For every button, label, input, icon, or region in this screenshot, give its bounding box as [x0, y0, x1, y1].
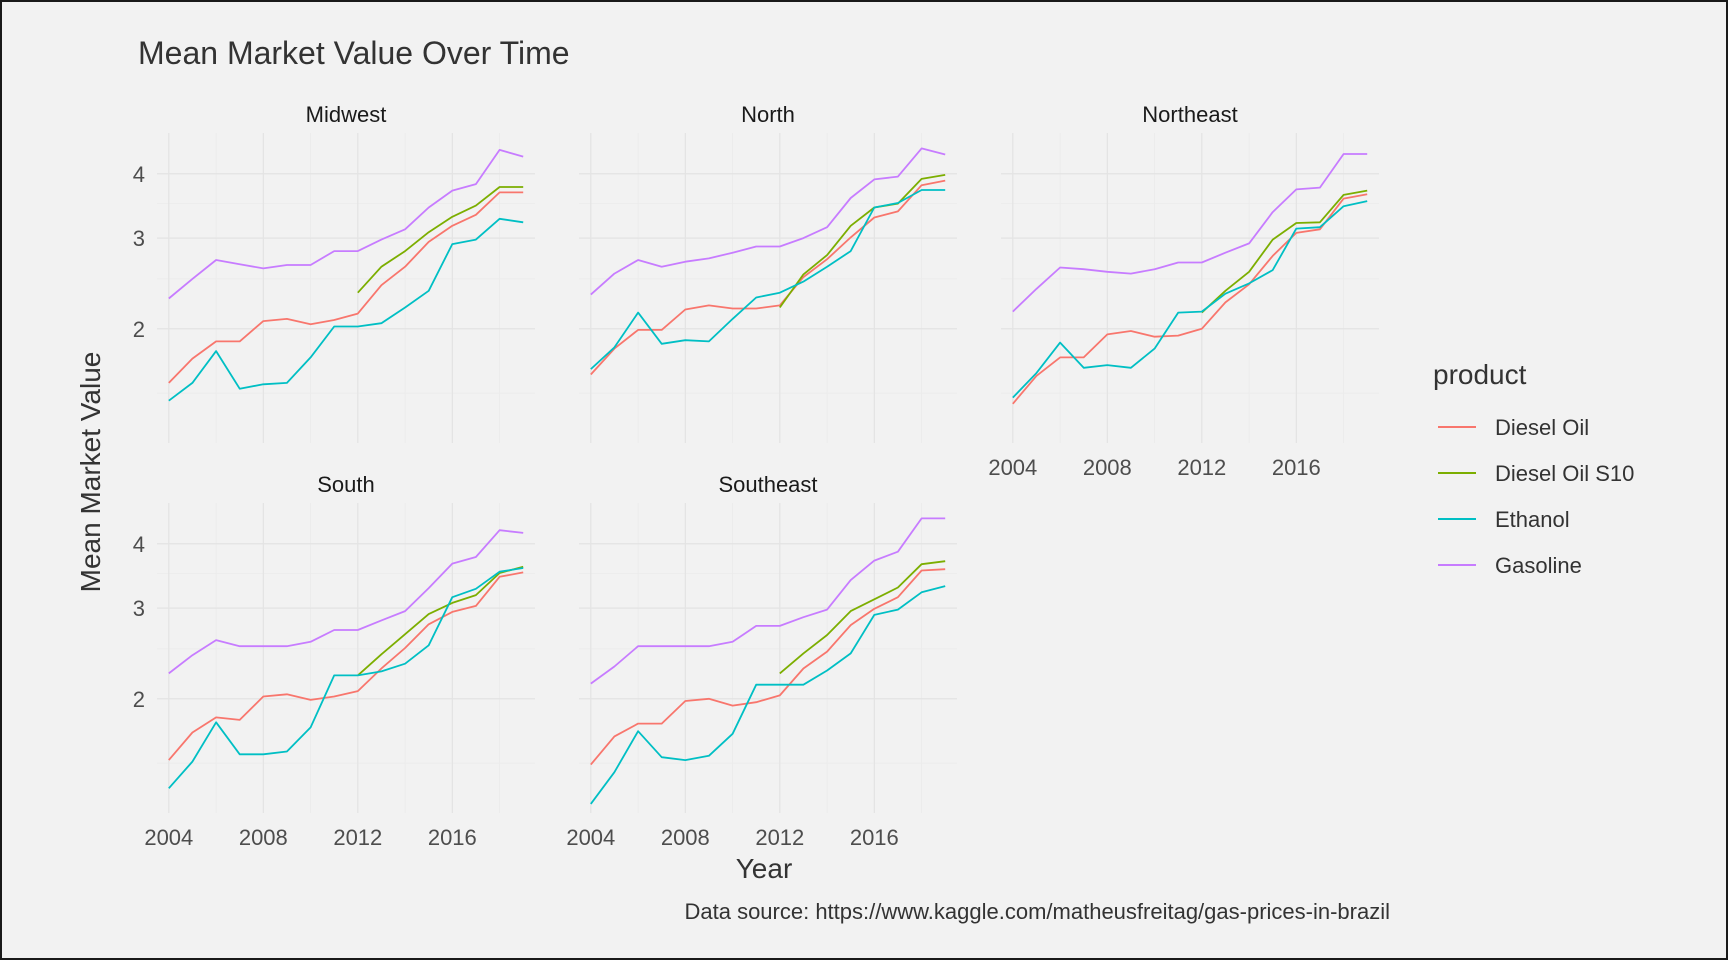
series-line-diesel-oil-north — [590, 179, 946, 376]
legend-label-ethanol: Ethanol — [1495, 507, 1570, 532]
series-line-ethanol-southeast — [590, 585, 946, 805]
series-line-diesel-oil-s10-south — [357, 565, 524, 677]
series-line-ethanol-northeast — [1012, 200, 1368, 399]
legend-item-diesel-oil-s10: Diesel Oil S10 — [1438, 461, 1634, 486]
panel-midwest: Midwest 2 3 4 — [133, 102, 535, 443]
series-line-ethanol-north — [590, 189, 946, 370]
data-source-caption: Data source: https://www.kaggle.com/math… — [684, 899, 1390, 924]
panel-northeast: Northeast 2004 2008 2012 2016 — [988, 102, 1379, 480]
facet-label-midwest: Midwest — [306, 102, 387, 127]
facet-label-southeast: Southeast — [718, 472, 817, 497]
series-line-diesel-oil-northeast — [1012, 193, 1368, 405]
series-line-diesel-oil-southeast — [590, 568, 946, 766]
y-tick-label: 4 — [133, 532, 145, 557]
series-line-diesel-oil-s10-northeast — [1201, 189, 1368, 314]
series-line-gasoline-south — [168, 529, 524, 675]
x-axis-title: Year — [736, 853, 793, 884]
facet-label-north: North — [741, 102, 795, 127]
y-tick-label: 3 — [133, 596, 145, 621]
legend-label-diesel-oil: Diesel Oil — [1495, 415, 1589, 440]
legend-title: product — [1433, 359, 1527, 390]
y-tick-label: 2 — [133, 317, 145, 342]
panel-south: South 2 3 4 2004 2008 2012 2016 — [133, 472, 535, 850]
series-line-ethanol-midwest — [168, 217, 524, 402]
x-tick-label: 2004 — [144, 825, 193, 850]
legend-item-gasoline: Gasoline — [1438, 553, 1582, 578]
x-tick-label: 2016 — [428, 825, 477, 850]
y-tick-label: 2 — [133, 687, 145, 712]
x-tick-label: 2008 — [1083, 455, 1132, 480]
x-tick-label: 2016 — [850, 825, 899, 850]
legend: product Diesel Oil Diesel Oil S10 Ethanol G… — [1433, 359, 1634, 578]
series-line-diesel-oil-s10-north — [779, 174, 946, 309]
y-tick-label: 4 — [133, 162, 145, 187]
y-axis-title: Mean Market Value — [75, 352, 106, 593]
facet-panels: Midwest 2 3 4 North Northeast 2004 2008 2012 2016… — [133, 102, 1379, 850]
x-tick-label: 2012 — [1177, 455, 1226, 480]
panel-north: North — [579, 102, 957, 443]
y-tick-label: 3 — [133, 226, 145, 251]
x-tick-label: 2016 — [1272, 455, 1321, 480]
x-tick-label: 2012 — [755, 825, 804, 850]
legend-item-diesel-oil: Diesel Oil — [1438, 415, 1589, 440]
x-tick-label: 2004 — [566, 825, 615, 850]
series-line-ethanol-south — [168, 567, 524, 789]
legend-items: Diesel Oil Diesel Oil S10 Ethanol Gasoline — [1438, 415, 1634, 578]
legend-label-gasoline: Gasoline — [1495, 553, 1582, 578]
series-line-gasoline-southeast — [590, 517, 946, 685]
legend-item-ethanol: Ethanol — [1438, 507, 1570, 532]
x-tick-label: 2012 — [333, 825, 382, 850]
x-tick-label: 2004 — [988, 455, 1037, 480]
series-line-diesel-oil-south — [168, 571, 524, 761]
x-tick-label: 2008 — [661, 825, 710, 850]
series-line-gasoline-north — [590, 147, 946, 296]
x-tick-label: 2008 — [239, 825, 288, 850]
series-line-diesel-oil-s10-southeast — [779, 560, 946, 675]
series-line-diesel-oil-midwest — [168, 191, 524, 384]
series-line-gasoline-northeast — [1012, 153, 1368, 313]
legend-label-diesel-oil-s10: Diesel Oil S10 — [1495, 461, 1634, 486]
facet-label-south: South — [317, 472, 375, 497]
panel-southeast: Southeast 2004 2008 2012 2016 — [566, 472, 957, 850]
facet-label-northeast: Northeast — [1142, 102, 1237, 127]
chart-title: Mean Market Value Over Time — [138, 35, 570, 71]
series-line-diesel-oil-s10-midwest — [357, 186, 524, 294]
series-line-gasoline-midwest — [168, 148, 524, 300]
